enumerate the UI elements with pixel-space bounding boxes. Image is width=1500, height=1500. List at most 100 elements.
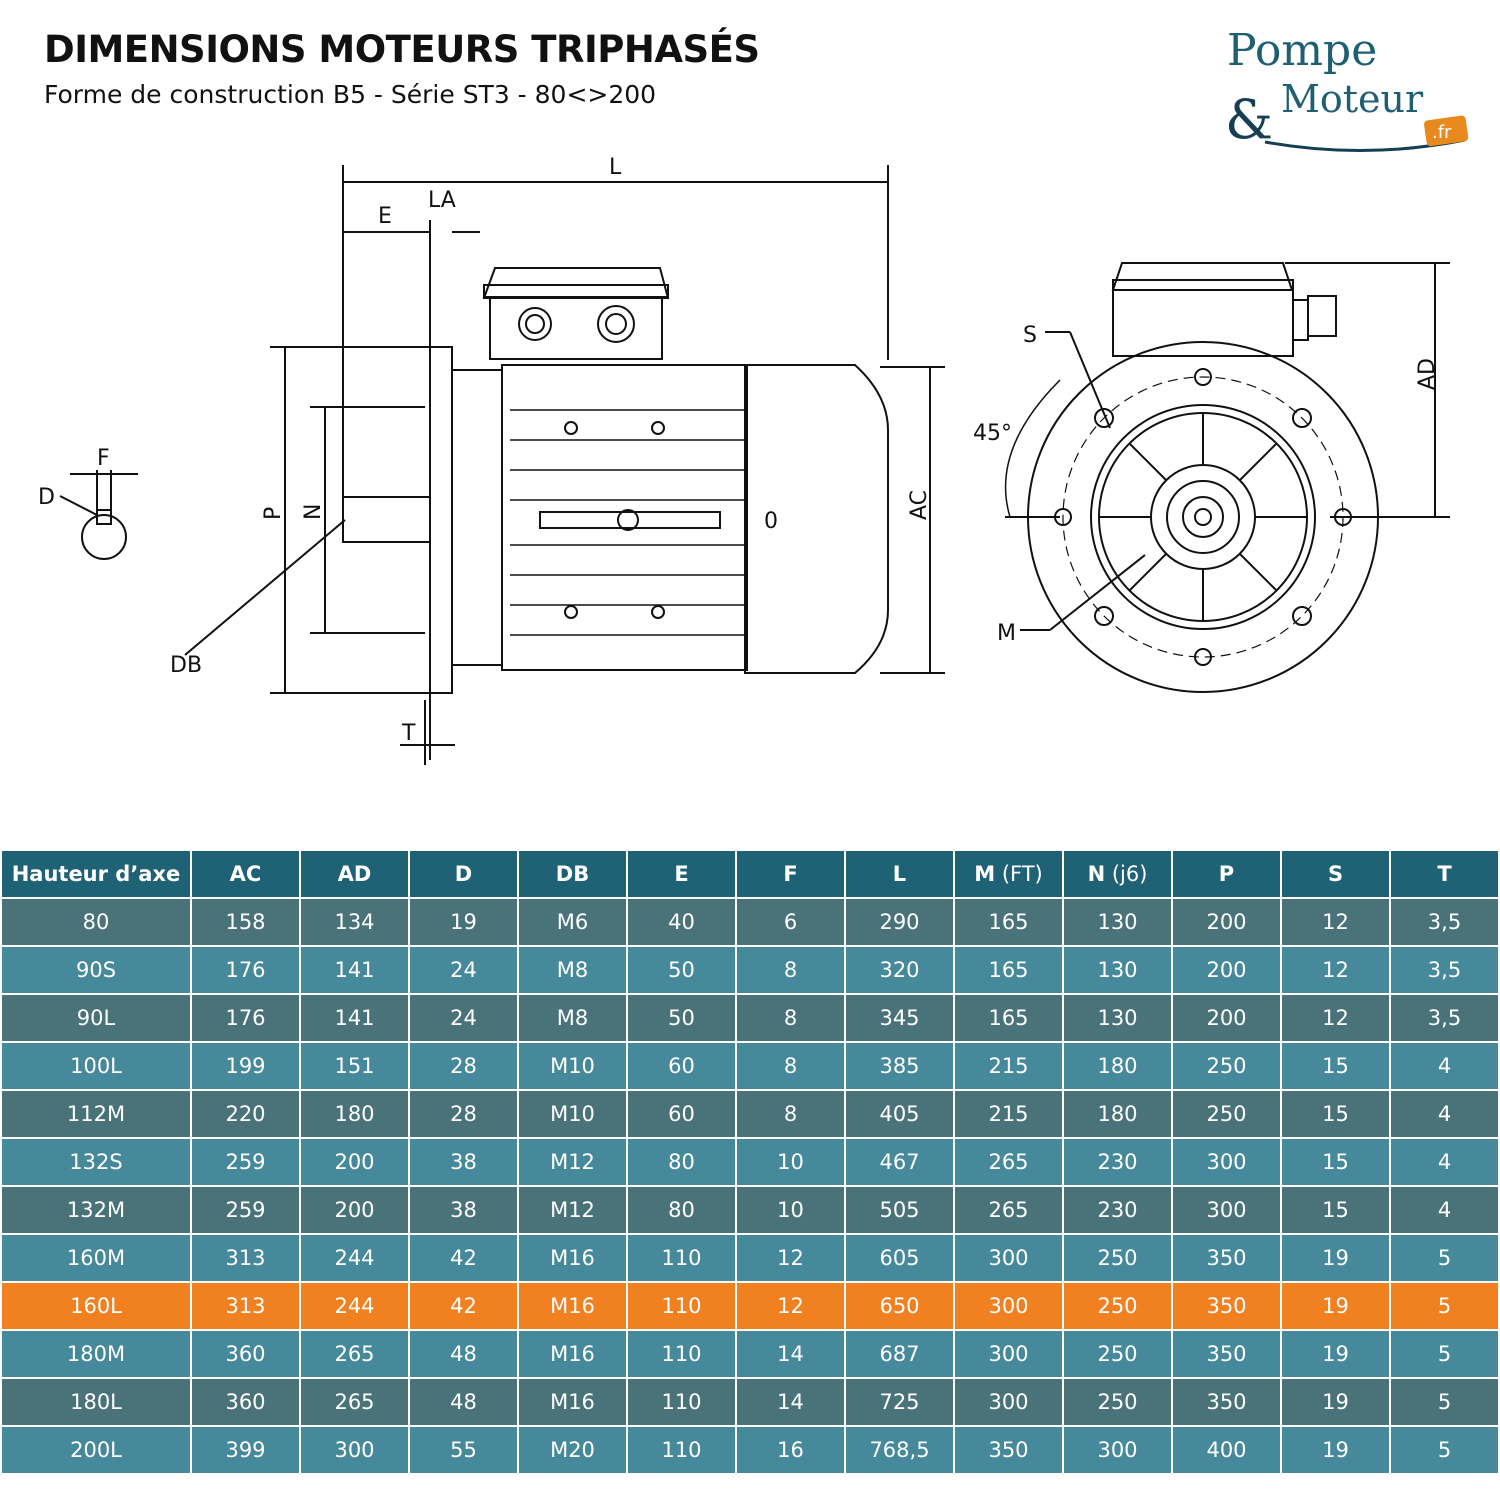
table-cell: 8 <box>735 945 846 995</box>
table-cell: 180 <box>1062 1041 1173 1091</box>
table-cell: 3,5 <box>1389 897 1500 947</box>
table-cell: 110 <box>626 1281 737 1331</box>
table-cell: 24 <box>408 945 519 995</box>
column-header-label: T <box>1437 862 1452 886</box>
table-cell: 4 <box>1389 1185 1500 1235</box>
column-header: D <box>408 849 519 899</box>
table-cell: 112M <box>0 1089 192 1139</box>
column-header-label: M <box>974 862 996 886</box>
table-cell: 300 <box>953 1329 1064 1379</box>
table-cell: 158 <box>190 897 301 947</box>
column-header-unit: (j6) <box>1105 862 1148 886</box>
column-header: AC <box>190 849 301 899</box>
table-cell: 12 <box>735 1233 846 1283</box>
table-cell: 259 <box>190 1137 301 1187</box>
column-header-label: Hauteur d’axe <box>11 862 181 886</box>
table-cell: 5 <box>1389 1377 1500 1427</box>
table-cell: 650 <box>844 1281 955 1331</box>
column-header: S <box>1280 849 1391 899</box>
table-cell: 130 <box>1062 897 1173 947</box>
table-cell: 259 <box>190 1185 301 1235</box>
table-cell: 16 <box>735 1425 846 1475</box>
table-cell: 360 <box>190 1329 301 1379</box>
table-cell: 200L <box>0 1425 192 1475</box>
table-cell: 467 <box>844 1137 955 1187</box>
table-cell: 28 <box>408 1089 519 1139</box>
table-row: 112M 220 180 28 M10 60 8 405 215 180 250 15 4 <box>0 1089 1500 1139</box>
table-cell: 605 <box>844 1233 955 1283</box>
label-AD: AD <box>1415 358 1440 390</box>
table-cell: 24 <box>408 993 519 1043</box>
table-cell: 200 <box>1171 993 1282 1043</box>
table-cell: 687 <box>844 1329 955 1379</box>
table-cell: 15 <box>1280 1041 1391 1091</box>
table-cell: 250 <box>1062 1233 1173 1283</box>
column-header: N (j6) <box>1062 849 1173 899</box>
table-cell: 38 <box>408 1185 519 1235</box>
column-header-unit: (FT) <box>995 862 1043 886</box>
table-cell: 132M <box>0 1185 192 1235</box>
table-cell: 80 <box>626 1137 737 1187</box>
svg-text:&: & <box>1225 88 1273 151</box>
table-cell: 110 <box>626 1329 737 1379</box>
table-cell: M10 <box>517 1041 628 1091</box>
table-cell: 313 <box>190 1281 301 1331</box>
table-row: 180L 360 265 48 M16 110 14 725 300 250 350 19 5 <box>0 1377 1500 1427</box>
motor-dimension-drawing: L E LA F D P N DB T 0 AC S 45° M AD <box>38 155 1450 765</box>
table-cell: 215 <box>953 1041 1064 1091</box>
column-header: Hauteur d’axe <box>0 849 192 899</box>
table-cell: 110 <box>626 1425 737 1475</box>
table-cell: 768,5 <box>844 1425 955 1475</box>
label-O: 0 <box>764 509 778 534</box>
column-header-label: N <box>1087 862 1106 886</box>
label-T: T <box>401 721 416 746</box>
column-header-label: AD <box>337 862 372 886</box>
table-cell: 265 <box>299 1329 410 1379</box>
table-cell: 50 <box>626 993 737 1043</box>
label-AC: AC <box>907 490 932 520</box>
column-header: AD <box>299 849 410 899</box>
svg-text:.fr: .fr <box>1432 122 1452 143</box>
table-cell: 250 <box>1171 1041 1282 1091</box>
table-cell: 10 <box>735 1137 846 1187</box>
table-cell: 215 <box>953 1089 1064 1139</box>
table-cell: 110 <box>626 1233 737 1283</box>
column-header: L <box>844 849 955 899</box>
table-cell: 230 <box>1062 1185 1173 1235</box>
table-cell: 42 <box>408 1233 519 1283</box>
table-row: 132S 259 200 38 M12 80 10 467 265 230 300 15 4 <box>0 1137 1500 1187</box>
table-cell: 250 <box>1062 1377 1173 1427</box>
table-cell: 8 <box>735 993 846 1043</box>
table-cell: 165 <box>953 897 1064 947</box>
table-cell: 300 <box>953 1233 1064 1283</box>
table-cell: 48 <box>408 1329 519 1379</box>
table-cell: 385 <box>844 1041 955 1091</box>
page-title: DIMENSIONS MOTEURS TRIPHASÉS <box>44 28 760 71</box>
table-cell: 151 <box>299 1041 410 1091</box>
table-cell: 3,5 <box>1389 945 1500 995</box>
table-cell: 19 <box>1280 1329 1391 1379</box>
table-cell: 265 <box>299 1377 410 1427</box>
column-header-label: L <box>892 862 907 886</box>
table-cell: 19 <box>408 897 519 947</box>
table-cell: M8 <box>517 993 628 1043</box>
table-cell: 4 <box>1389 1089 1500 1139</box>
table-cell: 12 <box>1280 993 1391 1043</box>
table-cell: M6 <box>517 897 628 947</box>
table-cell: 300 <box>1062 1425 1173 1475</box>
table-cell: M16 <box>517 1281 628 1331</box>
table-cell: 12 <box>1280 945 1391 995</box>
table-cell: 350 <box>1171 1281 1282 1331</box>
table-cell: 8 <box>735 1089 846 1139</box>
table-cell: 180L <box>0 1377 192 1427</box>
table-cell: 360 <box>190 1377 301 1427</box>
table-cell: 300 <box>299 1425 410 1475</box>
table-cell: 220 <box>190 1089 301 1139</box>
table-cell: M16 <box>517 1233 628 1283</box>
table-cell: 244 <box>299 1281 410 1331</box>
table-cell: 345 <box>844 993 955 1043</box>
label-M: M <box>997 621 1016 646</box>
page-subtitle: Forme de construction B5 - Série ST3 - 8… <box>44 80 657 109</box>
table-cell: M10 <box>517 1089 628 1139</box>
label-LA: LA <box>428 188 456 213</box>
